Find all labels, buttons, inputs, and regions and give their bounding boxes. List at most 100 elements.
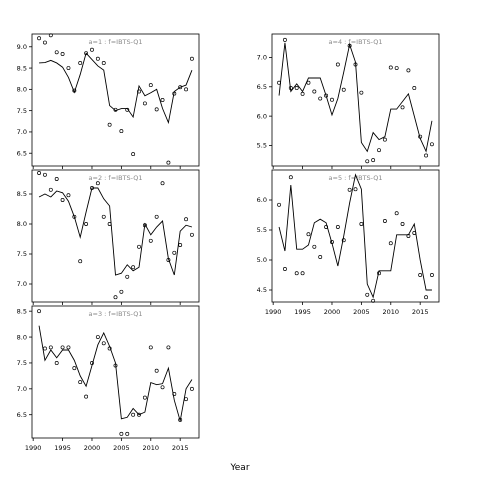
data-point	[78, 380, 83, 385]
panel-frame	[31, 169, 200, 303]
fitted-line	[38, 325, 193, 422]
data-point	[406, 234, 411, 238]
data-point	[189, 386, 194, 391]
data-point	[72, 214, 77, 219]
data-point	[78, 259, 83, 264]
data-point	[382, 219, 387, 223]
x-tick-label: 2005	[113, 444, 130, 452]
data-point	[424, 153, 429, 158]
data-point	[119, 289, 124, 294]
data-point	[37, 171, 42, 175]
data-point	[125, 431, 130, 436]
fitted-line	[38, 187, 193, 276]
panel-label: a=5 : f=IBTS-Q1	[329, 174, 383, 182]
data-point	[48, 345, 53, 350]
panel-frame	[271, 169, 440, 303]
panel-1: a=1 : f=IBTS-Q1 6.5 7.0 7.5 8.0 8.5 9.0	[17, 33, 200, 169]
data-point	[359, 222, 364, 226]
data-point	[178, 85, 183, 90]
panel-frame	[31, 33, 200, 167]
data-point	[107, 122, 112, 127]
x-tick-label: 2015	[412, 308, 429, 316]
data-point	[66, 66, 71, 71]
data-point	[189, 232, 194, 237]
y-tick-label: 7.5	[17, 107, 27, 115]
data-point	[300, 271, 305, 276]
data-point	[60, 52, 65, 56]
data-point	[312, 244, 317, 249]
data-point	[306, 80, 311, 85]
data-point	[154, 107, 159, 112]
data-point	[137, 412, 141, 417]
data-point	[178, 243, 183, 247]
data-point	[48, 187, 53, 192]
panel-frame	[31, 305, 200, 439]
data-point	[282, 267, 287, 271]
data-point	[277, 202, 282, 207]
data-point	[72, 88, 77, 93]
data-point	[54, 177, 59, 181]
x-tick-label: 2010	[143, 444, 160, 452]
data-point	[95, 335, 100, 340]
data-point	[184, 217, 189, 222]
data-point	[406, 68, 411, 73]
data-point	[148, 238, 153, 243]
data-point	[137, 244, 141, 249]
data-point	[84, 394, 89, 399]
data-point	[277, 80, 282, 85]
data-point	[125, 274, 130, 279]
data-point	[131, 265, 136, 270]
data-point	[172, 250, 177, 255]
y-tick-label: 8.0	[17, 333, 27, 341]
y-tick-label: 6.5	[17, 411, 27, 419]
data-point	[131, 152, 136, 157]
data-point	[101, 214, 106, 219]
data-point	[189, 56, 194, 61]
data-point	[72, 366, 77, 371]
data-point	[166, 258, 171, 262]
data-point	[113, 107, 118, 112]
data-point	[66, 193, 71, 198]
data-point	[101, 341, 106, 346]
y-tick-label: 7.0	[17, 128, 27, 136]
data-point	[154, 214, 159, 219]
y-tick-label: 6.0	[257, 112, 267, 120]
data-point	[312, 89, 317, 94]
data-point	[359, 90, 364, 95]
data-point	[330, 240, 334, 244]
panel-4: a=4 : f=IBTS-Q1 5.5 6.0 6.5 7.0	[257, 33, 440, 169]
y-tick-label: 8.0	[17, 220, 27, 228]
data-point	[184, 397, 189, 402]
data-point	[60, 198, 65, 202]
panel-3: a=3 : f=IBTS-Q1 6.5 7.0 7.5 8.0 8.5 1990 1995 20…	[17, 305, 200, 452]
x-tick-label: 2015	[172, 444, 189, 452]
data-point	[288, 86, 293, 90]
x-tick-label: 2010	[383, 308, 400, 316]
data-point	[119, 431, 124, 436]
data-point	[394, 66, 399, 70]
data-point	[95, 56, 100, 61]
data-point	[160, 98, 165, 102]
y-tick-label: 8.5	[17, 190, 27, 198]
data-point	[60, 345, 65, 350]
data-point	[318, 255, 323, 259]
data-point	[107, 222, 112, 226]
data-point	[412, 86, 417, 90]
data-point	[330, 97, 334, 102]
data-point	[142, 101, 147, 106]
data-point	[377, 148, 381, 153]
data-point	[353, 187, 358, 192]
data-point	[119, 129, 124, 134]
data-point	[78, 61, 83, 65]
data-point	[107, 346, 112, 351]
panel-frame	[271, 33, 440, 167]
data-point	[388, 65, 393, 70]
data-point	[371, 158, 376, 163]
y-tick-label: 7.5	[17, 250, 27, 258]
y-tick-label: 8.5	[17, 307, 27, 315]
panel-label: a=4 : f=IBTS-Q1	[329, 38, 383, 46]
data-point	[154, 368, 159, 373]
panel-label: a=1 : f=IBTS-Q1	[89, 38, 143, 46]
data-point	[101, 61, 106, 65]
